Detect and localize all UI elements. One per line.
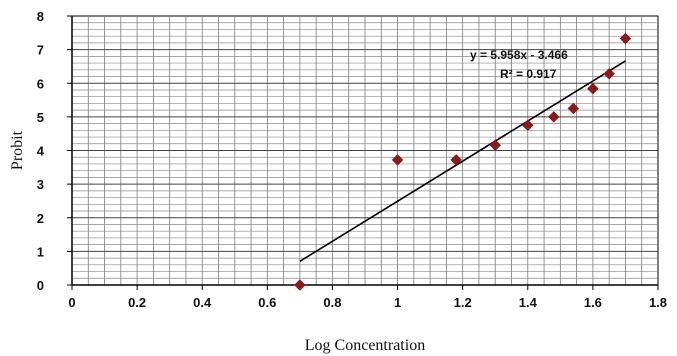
data-point-diamond — [391, 154, 404, 166]
x-tick-label: 0.4 — [193, 295, 212, 310]
y-tick-label: 6 — [37, 76, 44, 91]
data-point-diamond — [450, 154, 463, 166]
y-tick-label: 0 — [37, 278, 44, 293]
y-tick-label: 5 — [37, 110, 44, 125]
x-tick-label: 1.4 — [519, 295, 538, 310]
data-point-diamond — [619, 32, 632, 45]
data-point-diamond — [587, 82, 599, 95]
x-tick-label: 0.2 — [128, 295, 146, 310]
x-tick-label: 1 — [394, 295, 401, 310]
y-tick-label: 3 — [37, 177, 44, 192]
tick-labels: 0 0.2 0.4 0.6 0.8 1 1.2 1.4 1.6 1.8 0 1 2 3 4 5 6 7 8 — [37, 9, 667, 310]
y-tick-label: 1 — [37, 244, 44, 259]
data-point-diamond — [489, 139, 502, 151]
x-tick-label: 0 — [68, 295, 75, 310]
x-tick-label: 0.8 — [323, 295, 341, 310]
y-axis-title: Probit — [9, 130, 26, 170]
trendline-r-squared: R² = 0.917 — [500, 67, 557, 81]
y-tick-label: 2 — [37, 211, 44, 226]
y-tick-label: 7 — [37, 43, 44, 58]
x-tick-label: 1.2 — [454, 295, 472, 310]
y-tick-label: 4 — [37, 144, 45, 159]
x-tick-label: 1.8 — [649, 295, 667, 310]
data-point-diamond — [547, 111, 560, 123]
trendline-equation: y = 5.958x - 3.466 — [470, 48, 568, 62]
data-point-diamond — [567, 102, 580, 115]
x-tick-label: 0.6 — [258, 295, 276, 310]
grid-lines — [72, 16, 658, 285]
x-tick-label: 1.6 — [584, 295, 602, 310]
data-point-diamond — [603, 67, 616, 80]
data-point-diamond — [294, 279, 306, 291]
x-axis-title: Log Concentration — [305, 337, 425, 354]
y-tick-label: 8 — [37, 9, 44, 24]
trendline-layer — [299, 60, 626, 262]
data-point-diamond — [521, 119, 534, 132]
data-points — [294, 32, 632, 291]
linear-trendline — [299, 60, 626, 262]
